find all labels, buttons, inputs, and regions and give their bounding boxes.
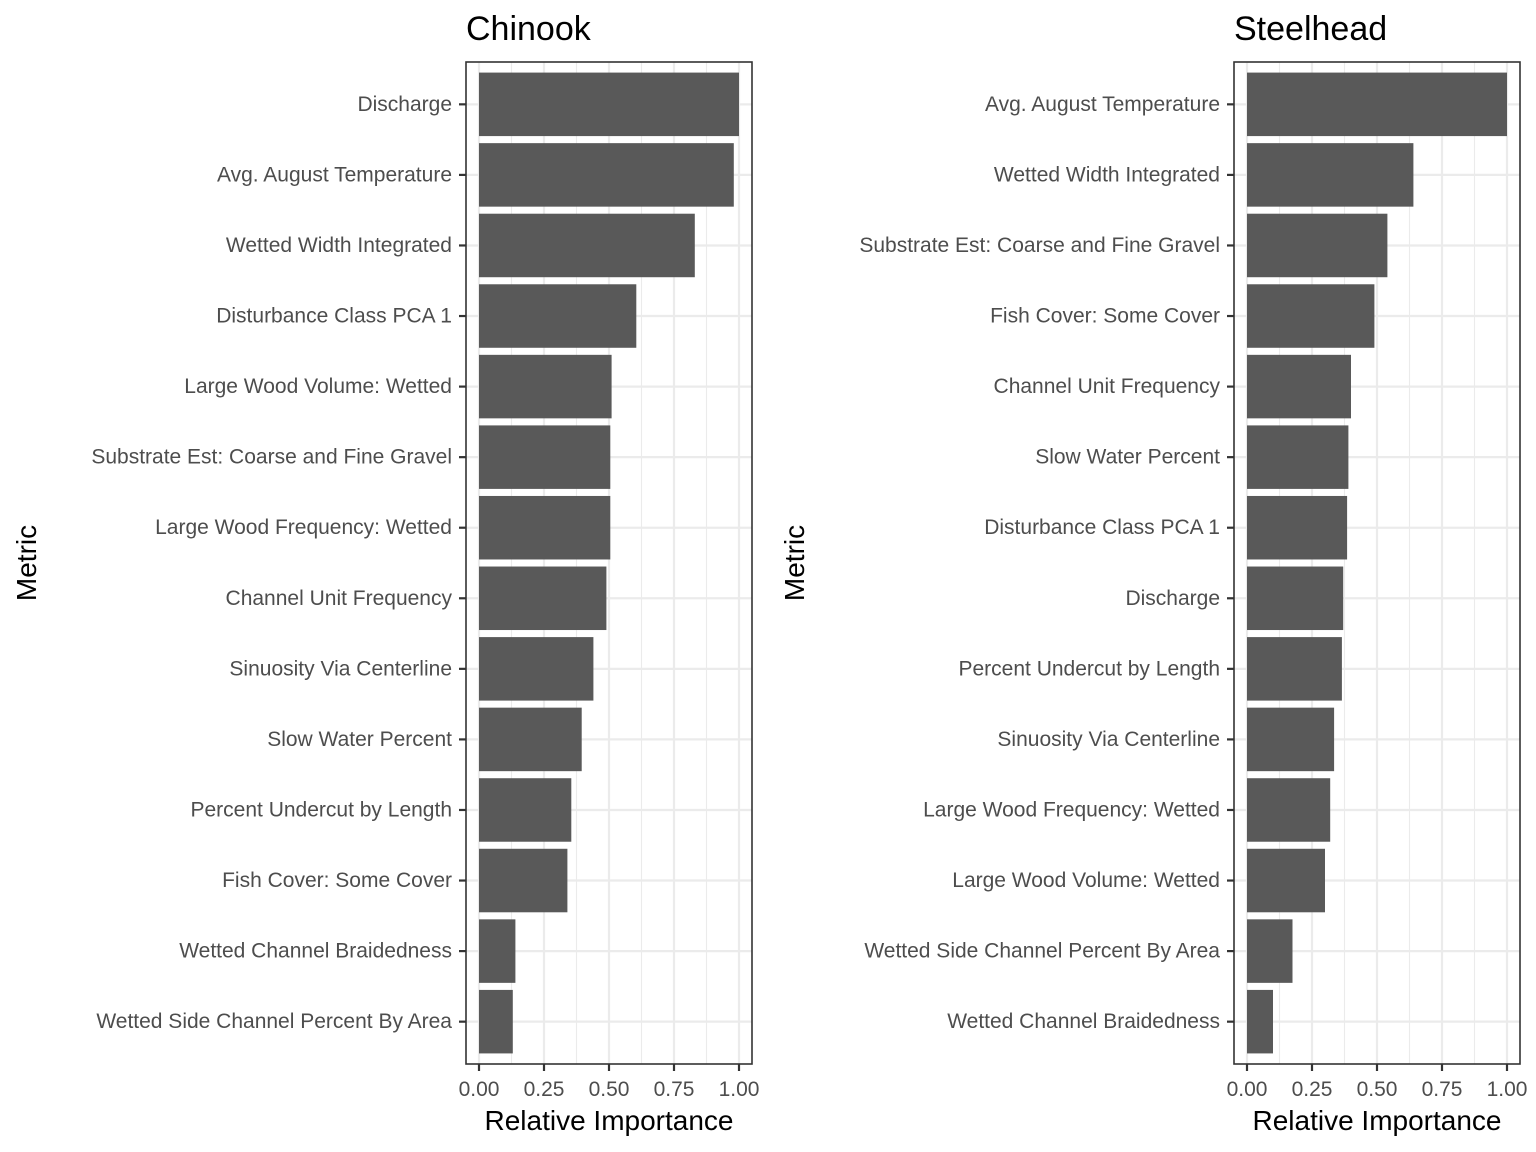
bar bbox=[1247, 425, 1349, 489]
bar bbox=[1247, 707, 1335, 772]
y-tick-label: Large Wood Volume: Wetted bbox=[952, 869, 1220, 892]
bar bbox=[1247, 637, 1342, 701]
bar bbox=[479, 566, 607, 631]
bar bbox=[1247, 778, 1331, 842]
x-tick-label: 0.00 bbox=[1227, 1078, 1268, 1101]
y-tick-label: Disturbance Class PCA 1 bbox=[984, 516, 1220, 539]
y-tick-label: Wetted Side Channel Percent By Area bbox=[96, 1010, 452, 1033]
bar bbox=[479, 637, 594, 701]
bar bbox=[1247, 848, 1325, 913]
y-tick-label: Disturbance Class PCA 1 bbox=[216, 305, 452, 328]
bar bbox=[1247, 284, 1375, 348]
bar bbox=[479, 425, 611, 489]
bar bbox=[479, 72, 739, 137]
x-axis-title: Relative Importance bbox=[1252, 1105, 1501, 1136]
x-tick-label: 0.75 bbox=[1422, 1078, 1463, 1101]
y-tick-label: Large Wood Frequency: Wetted bbox=[155, 516, 452, 539]
x-axis-title: Relative Importance bbox=[484, 1105, 733, 1136]
y-tick-label: Channel Unit Frequency bbox=[226, 587, 453, 610]
y-tick-label: Channel Unit Frequency bbox=[994, 375, 1221, 398]
bar bbox=[479, 495, 611, 560]
bar bbox=[1247, 143, 1414, 207]
y-tick-label: Substrate Est: Coarse and Fine Gravel bbox=[859, 234, 1220, 257]
y-tick-label: Avg. August Temperature bbox=[217, 163, 452, 186]
y-tick-label: Large Wood Volume: Wetted bbox=[184, 375, 452, 398]
x-tick-label: 0.50 bbox=[1357, 1078, 1398, 1101]
y-tick-label: Wetted Width Integrated bbox=[226, 234, 452, 257]
panel-title: Chinook bbox=[466, 10, 592, 48]
bar bbox=[1247, 213, 1388, 278]
y-axis-title: Metric bbox=[779, 525, 810, 601]
y-axis-title: Metric bbox=[11, 525, 42, 601]
x-tick-label: 0.00 bbox=[459, 1078, 500, 1101]
y-tick-label: Fish Cover: Some Cover bbox=[990, 305, 1220, 328]
bar bbox=[479, 143, 734, 207]
bar bbox=[479, 354, 612, 419]
bar bbox=[1247, 354, 1351, 419]
y-tick-label: Slow Water Percent bbox=[1035, 446, 1220, 469]
y-tick-label: Wetted Width Integrated bbox=[994, 163, 1220, 186]
bar bbox=[1247, 919, 1293, 983]
y-tick-label: Discharge bbox=[1125, 587, 1220, 610]
y-tick-label: Substrate Est: Coarse and Fine Gravel bbox=[91, 446, 452, 469]
bar bbox=[1247, 495, 1348, 560]
y-tick-label: Percent Undercut by Length bbox=[191, 798, 453, 821]
bar bbox=[1247, 989, 1273, 1054]
y-tick-label: Wetted Side Channel Percent By Area bbox=[864, 940, 1220, 963]
x-tick-label: 0.75 bbox=[654, 1078, 695, 1101]
chart-panel-steelhead: Avg. August Temperature Wetted Width Inte… bbox=[779, 10, 1527, 1136]
x-tick-label: 1.00 bbox=[719, 1078, 760, 1101]
bar bbox=[479, 213, 695, 278]
bar bbox=[479, 919, 516, 983]
y-tick-label: Percent Undercut by Length bbox=[959, 657, 1221, 680]
bar bbox=[479, 989, 513, 1054]
bar bbox=[479, 848, 568, 913]
bar bbox=[1247, 566, 1344, 631]
bar bbox=[479, 778, 572, 842]
bar bbox=[479, 284, 637, 348]
x-tick-label: 0.25 bbox=[1292, 1078, 1333, 1101]
y-tick-label: Slow Water Percent bbox=[267, 728, 452, 751]
panel-title: Steelhead bbox=[1234, 10, 1387, 48]
y-tick-label: Wetted Channel Braidedness bbox=[179, 940, 452, 963]
y-tick-label: Discharge bbox=[357, 93, 452, 116]
x-tick-label: 1.00 bbox=[1487, 1078, 1528, 1101]
y-tick-label: Sinuosity Via Centerline bbox=[997, 728, 1220, 751]
y-tick-label: Sinuosity Via Centerline bbox=[229, 657, 452, 680]
y-tick-label: Wetted Channel Braidedness bbox=[947, 1010, 1220, 1033]
chart-panel-chinook: Discharge Avg. August Temperature Wetted W… bbox=[11, 10, 759, 1136]
bar bbox=[1247, 72, 1507, 137]
x-tick-label: 0.25 bbox=[524, 1078, 565, 1101]
y-tick-label: Large Wood Frequency: Wetted bbox=[923, 798, 1220, 821]
y-tick-label: Fish Cover: Some Cover bbox=[222, 869, 452, 892]
y-tick-label: Avg. August Temperature bbox=[985, 93, 1220, 116]
x-tick-label: 0.50 bbox=[589, 1078, 630, 1101]
bar bbox=[479, 707, 582, 772]
